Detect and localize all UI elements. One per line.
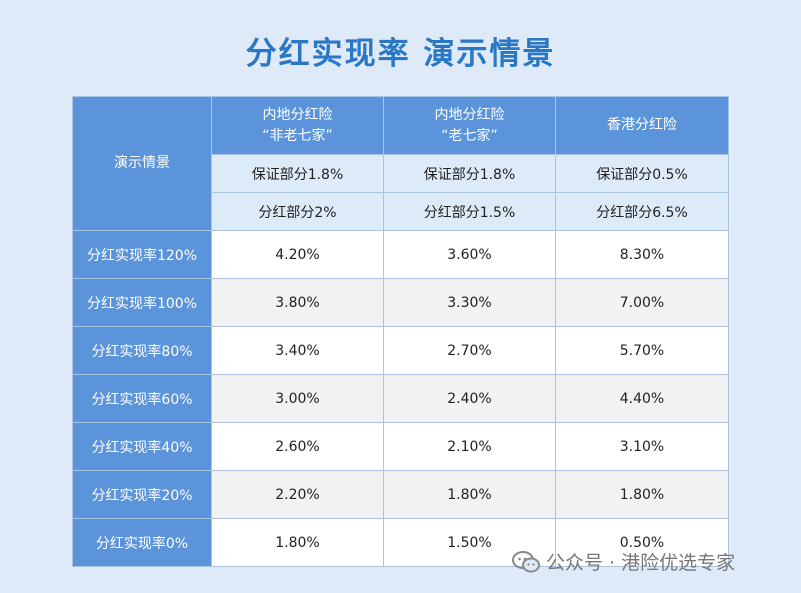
- value-cell: 2.40%: [383, 374, 556, 423]
- column-header-line1: 内地分红险: [262, 106, 333, 123]
- value-cell: 7.00%: [555, 278, 729, 327]
- value-cell: 1.80%: [211, 518, 384, 567]
- row-label: 分红实现率80%: [72, 326, 212, 375]
- value-cell: 4.20%: [211, 230, 384, 279]
- guaranteed-rate-cell: 保证部分1.8%: [383, 154, 556, 193]
- value-cell: 5.70%: [555, 326, 729, 375]
- page-title: 分红实现率 演示情景: [245, 36, 556, 72]
- column-header-mainland-top7: 内地分红险 “老七家”: [383, 96, 556, 155]
- table-row: 分红实现率40% 2.60% 2.10% 3.10%: [72, 422, 729, 471]
- value-cell: 2.70%: [383, 326, 556, 375]
- row-label: 分红实现率20%: [72, 470, 212, 519]
- value-cell: 3.40%: [211, 326, 384, 375]
- table-row: 分红实现率0% 1.80% 1.50% 0.50%: [72, 518, 729, 567]
- value-cell: 4.40%: [555, 374, 729, 423]
- value-cell: 1.50%: [383, 518, 556, 567]
- column-header-line1: 香港分红险: [607, 117, 677, 133]
- row-label: 分红实现率120%: [72, 230, 212, 279]
- value-cell: 2.60%: [211, 422, 384, 471]
- row-label: 分红实现率40%: [72, 422, 212, 471]
- value-cell: 1.80%: [383, 470, 556, 519]
- watermark-text: 公众号 · 港险优选专家: [546, 552, 736, 574]
- row-label: 分红实现率60%: [72, 374, 212, 423]
- column-header-line2: “老七家”: [441, 127, 498, 144]
- value-cell: 3.80%: [211, 278, 384, 327]
- value-cell: 2.10%: [383, 422, 556, 471]
- column-header-line2: “非老七家”: [262, 127, 333, 144]
- value-cell: 3.00%: [211, 374, 384, 423]
- table-row: 分红实现率100% 3.80% 3.30% 7.00%: [72, 278, 729, 327]
- guaranteed-rate-cell: 保证部分1.8%: [211, 154, 384, 193]
- value-cell: 3.30%: [383, 278, 556, 327]
- value-cell: 0.50%: [555, 518, 729, 567]
- column-header-mainland-non-top7: 内地分红险 “非老七家”: [211, 96, 384, 155]
- value-cell: 3.60%: [383, 230, 556, 279]
- row-label: 分红实现率0%: [72, 518, 212, 567]
- scenario-header: 演示情景: [72, 96, 212, 231]
- watermark: 公众号 · 港险优选专家: [512, 548, 735, 575]
- value-cell: 8.30%: [555, 230, 729, 279]
- wechat-icon: [512, 550, 540, 573]
- row-label: 分红实现率100%: [72, 278, 212, 327]
- guaranteed-rate-cell: 保证部分0.5%: [555, 154, 729, 193]
- table-row: 分红实现率80% 3.40% 2.70% 5.70%: [72, 326, 729, 375]
- table-row: 分红实现率60% 3.00% 2.40% 4.40%: [72, 374, 729, 423]
- value-cell: 1.80%: [555, 470, 729, 519]
- value-cell: 2.20%: [211, 470, 384, 519]
- value-cell: 3.10%: [555, 422, 729, 471]
- table-row: 分红实现率20% 2.20% 1.80% 1.80%: [72, 470, 729, 519]
- column-header-hongkong: 香港分红险: [555, 96, 729, 155]
- dividend-rate-cell: 分红部分6.5%: [555, 192, 729, 231]
- dividend-rate-cell: 分红部分2%: [211, 192, 384, 231]
- dividend-scenario-table: 演示情景 内地分红险 “非老七家” 内地分红险 “老七家” 香港分红险 保证部分…: [72, 96, 729, 567]
- table-row: 分红实现率120% 4.20% 3.60% 8.30%: [72, 230, 729, 279]
- dividend-rate-cell: 分红部分1.5%: [383, 192, 556, 231]
- column-header-line1: 内地分红险: [434, 106, 505, 123]
